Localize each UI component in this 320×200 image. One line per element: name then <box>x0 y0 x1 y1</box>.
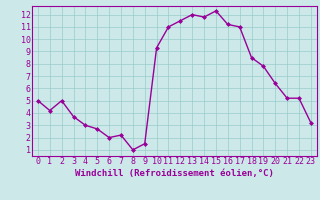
X-axis label: Windchill (Refroidissement éolien,°C): Windchill (Refroidissement éolien,°C) <box>75 169 274 178</box>
